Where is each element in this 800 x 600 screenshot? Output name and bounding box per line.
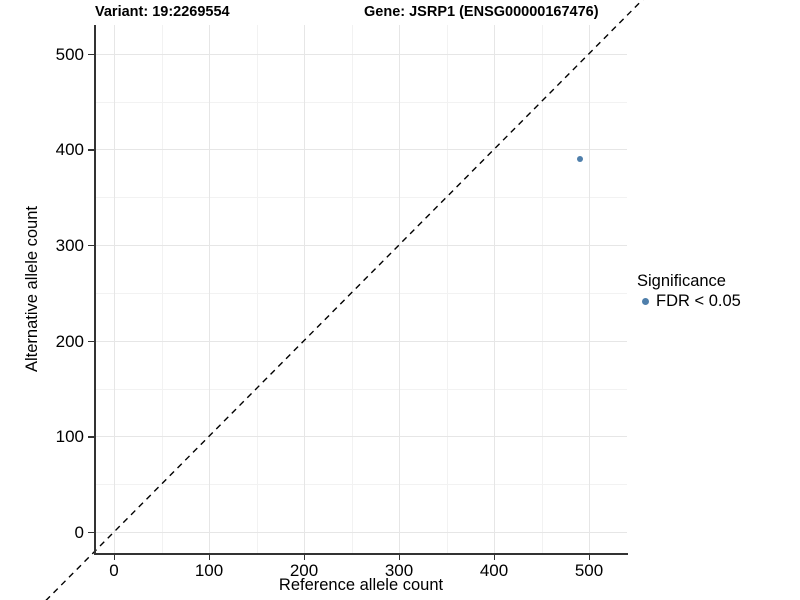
x-axis-label: Reference allele count (278, 576, 444, 594)
y-axis-tick-mark (88, 532, 94, 534)
legend-entry-label: FDR < 0.05 (656, 292, 741, 310)
variant-title: Variant: 19:2269554 (95, 4, 230, 20)
gridline-major-horizontal (95, 340, 627, 342)
gridline-minor-vertical (161, 25, 163, 553)
x-axis-tick-label: 400 (479, 561, 509, 580)
y-axis-tick-mark (88, 53, 94, 56)
y-axis-tick-label: 500 (55, 44, 84, 64)
gridline-minor-vertical (446, 25, 448, 553)
x-axis-spine (94, 553, 628, 555)
x-axis-tick-mark (209, 554, 211, 560)
gridline-major-vertical (494, 25, 495, 553)
gridline-major-horizontal (95, 245, 627, 246)
y-axis-tick-label: 400 (55, 140, 84, 160)
gridline-minor-vertical (256, 25, 258, 553)
gridline-major-horizontal (95, 532, 627, 533)
x-axis-tick-label: 0 (109, 561, 119, 580)
x-axis-tick-label: 300 (384, 561, 414, 580)
gridline-major-horizontal (95, 149, 627, 151)
y-axis-spine (94, 25, 96, 554)
legend-entry[interactable]: FDR < 0.05 (637, 292, 797, 311)
data-point[interactable] (576, 155, 583, 162)
x-axis-tick-label: 500 (574, 561, 604, 580)
gridline-major-horizontal (95, 436, 627, 438)
plot-title-row: Variant: 19:2269554 Gene: JSRP1 (ENSG000… (0, 2, 720, 24)
y-axis-tick-mark (88, 436, 94, 438)
gridline-minor-horizontal (95, 388, 627, 390)
gene-title: Gene: JSRP1 (ENSG00000167476) (364, 4, 599, 20)
gridline-minor-horizontal (95, 101, 627, 103)
gridline-minor-horizontal (95, 484, 627, 486)
gridline-major-vertical (304, 25, 305, 553)
gridline-minor-vertical (351, 25, 353, 553)
legend-key-icon (637, 294, 653, 310)
gridline-minor-horizontal (95, 197, 627, 199)
y-axis-tick-label: 300 (55, 236, 84, 255)
x-axis-tick-mark (494, 554, 496, 560)
gridline-major-horizontal (95, 53, 627, 55)
legend-title: Significance (637, 272, 726, 290)
y-axis-label: Alternative allele count (23, 206, 41, 373)
y-axis-tick-label: 0 (74, 523, 84, 542)
plot-panel: 0 100 200 300 400 500 0 100 200 300 400 500 (95, 25, 627, 553)
legend-entries: FDR < 0.05 (637, 292, 797, 311)
x-axis-tick-mark (589, 554, 591, 560)
y-axis-tick-label: 100 (55, 427, 84, 447)
x-axis-tick-mark (304, 554, 306, 560)
gridline-minor-vertical (541, 25, 543, 553)
y-axis-tick-mark (88, 245, 94, 247)
y-axis-tick-mark (88, 149, 94, 151)
legend: Significance FDR < 0.05 (637, 272, 797, 311)
x-axis-tick-label: 200 (289, 561, 319, 580)
gridline-major-vertical (209, 25, 210, 553)
gridline-major-vertical (114, 25, 115, 553)
plot-panel-clip (95, 25, 627, 553)
gridline-major-vertical (399, 25, 400, 553)
y-axis-tick-mark (88, 340, 94, 343)
gridline-major-vertical (589, 25, 590, 553)
y-axis-tick-label: 200 (55, 331, 84, 351)
x-axis-tick-mark (114, 554, 116, 560)
x-axis-tick-label: 100 (194, 561, 224, 580)
gridline-minor-horizontal (95, 292, 627, 294)
legend-dot-icon (641, 298, 649, 305)
x-axis-tick-mark (399, 554, 401, 560)
